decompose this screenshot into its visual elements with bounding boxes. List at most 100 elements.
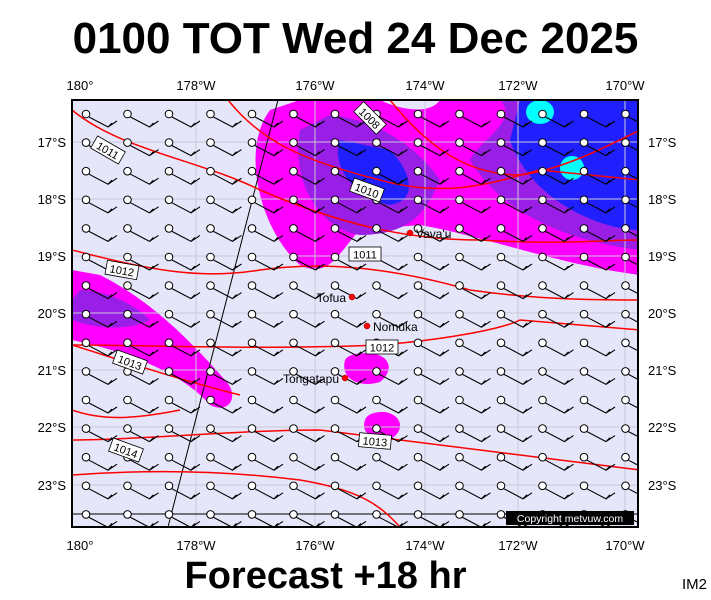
wind-station-circle (247, 367, 257, 376)
wind-station-circle (81, 338, 91, 348)
wind-station-circle (330, 224, 340, 233)
wind-station-circle (247, 281, 257, 290)
page-title: 0100 TOT Wed 24 Dec 2025 (72, 14, 639, 63)
wind-station-circle (206, 338, 215, 348)
wind-station-circle (330, 138, 340, 147)
wind-barb-shaft (171, 259, 201, 271)
wind-station-circle (164, 252, 174, 262)
wind-barb (538, 452, 574, 471)
wind-barb (247, 109, 284, 128)
wind-barb-shaft (296, 459, 325, 471)
wind-barb-shaft (337, 259, 367, 271)
wind-station-circle (538, 109, 547, 119)
wind-barb-shaft (379, 288, 408, 300)
wind-station-circle (123, 481, 132, 491)
wind-barb-shaft (420, 288, 450, 300)
wind-barb-shaft (420, 116, 450, 128)
wind-barb (206, 452, 242, 471)
wind-barb-shaft (171, 402, 201, 414)
wind-station-circle (455, 166, 464, 176)
wind-barb-shaft (462, 316, 491, 328)
wind-barb (289, 166, 325, 185)
wind-station-circle (621, 138, 630, 147)
wind-station-circle (206, 224, 215, 233)
wind-barb (164, 338, 201, 357)
wind-barb (330, 252, 367, 271)
wind-station-circle (206, 510, 215, 519)
wind-station-circle (579, 395, 589, 405)
wind-station-circle (538, 338, 547, 348)
wind-barb-shaft (130, 345, 159, 357)
wind-barb (372, 424, 408, 443)
wind-station-circle (455, 252, 464, 262)
longitude-label-bottom: 174°W (405, 538, 445, 553)
wind-barb (455, 195, 491, 214)
wind-barb-shaft (254, 402, 284, 414)
wind-barb-shaft (130, 145, 159, 157)
wind-station-circle (247, 338, 257, 348)
wind-station-circle (372, 166, 381, 176)
wind-station-circle (621, 166, 630, 176)
isobar-label: 1011 (348, 246, 382, 262)
isobar-line (389, 100, 638, 176)
wind-barb (372, 166, 408, 185)
copyright-text: Copyright metvuw.com (517, 513, 623, 525)
wind-station-circle (496, 481, 506, 491)
wind-barb (206, 195, 242, 214)
wind-barb-shaft (462, 259, 491, 271)
wind-barb-shaft (254, 316, 284, 328)
wind-barb (538, 195, 574, 214)
wind-barb-shaft (586, 431, 616, 443)
wind-station-circle (206, 481, 215, 491)
wind-barb (372, 224, 408, 243)
wind-barb (496, 195, 533, 214)
wind-barb (496, 109, 533, 128)
wind-barb-shaft (213, 116, 242, 128)
wind-barb-shaft (337, 345, 367, 357)
wind-barb (247, 481, 284, 500)
wind-barb-shaft (628, 259, 638, 266)
isobar-label: 1013 (358, 432, 392, 450)
wind-barb (455, 338, 491, 357)
wind-barb-shaft (171, 459, 201, 471)
latitude-label-right: 23°S (648, 478, 677, 493)
wind-barb-shaft (379, 145, 408, 157)
wind-barb (538, 138, 574, 157)
wind-barb (496, 309, 533, 328)
wind-station-circle (123, 166, 132, 176)
wind-station-circle (579, 481, 589, 491)
wind-station-circle (621, 224, 630, 233)
wind-station-circle (247, 510, 257, 519)
wind-station-circle (247, 166, 257, 176)
wind-barb (413, 424, 450, 443)
wind-station-circle (123, 109, 132, 119)
wind-station-circle (123, 252, 132, 262)
wind-barb (621, 252, 638, 266)
wind-station-circle (164, 138, 174, 147)
wind-barb-shaft (586, 288, 616, 300)
longitude-label-top: 170°W (605, 78, 645, 93)
wind-barb-shaft (88, 288, 118, 300)
wind-barb (579, 424, 616, 443)
wind-barb-shaft (337, 402, 367, 414)
wind-barb-shaft (213, 288, 242, 300)
wind-barb-shaft (586, 316, 616, 328)
wind-station-circle (496, 395, 506, 405)
wind-station-circle (538, 195, 547, 205)
wind-station-circle (164, 109, 174, 119)
wind-station-circle (81, 138, 91, 147)
wind-station-circle (372, 395, 381, 405)
wind-station-circle (455, 338, 464, 348)
wind-station-circle (538, 138, 547, 147)
wind-barb (413, 367, 450, 386)
wind-barb (496, 481, 533, 500)
wind-station-circle (164, 424, 174, 433)
wind-barb (81, 224, 118, 243)
wind-barb-shaft (545, 116, 574, 128)
wind-barb (81, 481, 118, 500)
wind-barb-shaft (379, 373, 408, 386)
wind-barb (372, 481, 408, 500)
wind-barb (123, 138, 159, 157)
wind-barb (164, 195, 201, 214)
wind-barb (206, 424, 242, 443)
